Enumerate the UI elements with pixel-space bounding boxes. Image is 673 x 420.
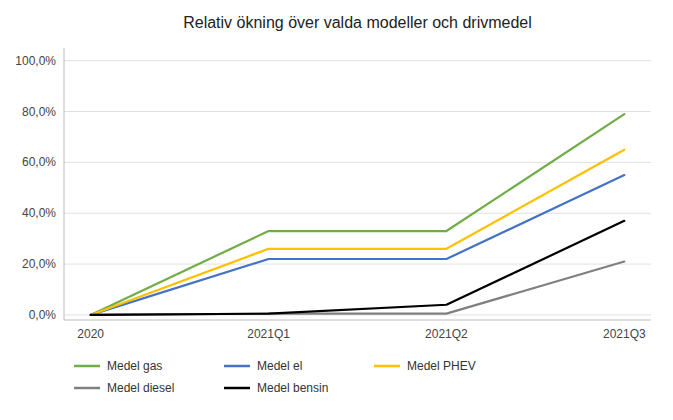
x-tick-label: 2021Q1 bbox=[247, 327, 290, 341]
legend-label: Medel el bbox=[257, 359, 302, 373]
grid-line bbox=[64, 162, 651, 163]
series-group bbox=[91, 114, 625, 315]
series-line bbox=[91, 262, 625, 315]
x-tick-label: 2021Q2 bbox=[425, 327, 468, 341]
series-line bbox=[91, 150, 625, 315]
y-tick-label: 20,0% bbox=[22, 257, 56, 271]
grid-line bbox=[64, 111, 651, 112]
grid bbox=[64, 61, 651, 315]
y-tick-label: 40,0% bbox=[22, 206, 56, 220]
series-line bbox=[91, 221, 625, 315]
grid-line bbox=[64, 213, 651, 214]
legend-swatch bbox=[74, 365, 100, 368]
chart: Relativ ökning över valda modeller och d… bbox=[0, 0, 673, 420]
y-tick-label: 80,0% bbox=[22, 105, 56, 119]
legend-swatch bbox=[224, 365, 250, 368]
y-tick-label: 0,0% bbox=[29, 308, 57, 322]
y-tick-label: 100,0% bbox=[15, 54, 56, 68]
legend-swatch bbox=[224, 387, 250, 390]
legend-label: Medel PHEV bbox=[407, 359, 476, 373]
y-axis-line bbox=[64, 48, 65, 320]
series-line bbox=[91, 114, 625, 315]
x-tick-label: 2020 bbox=[77, 327, 104, 341]
y-tick-label: 60,0% bbox=[22, 155, 56, 169]
legend-label: Medel bensin bbox=[257, 381, 328, 395]
legend-label: Medel diesel bbox=[107, 381, 174, 395]
grid-line bbox=[64, 264, 651, 265]
legend: Medel gas Medel el Medel PHEV Medel diesel M… bbox=[74, 359, 476, 395]
series-line bbox=[91, 175, 625, 315]
title: Relativ ökning över valda modeller och d… bbox=[183, 14, 532, 31]
grid-line bbox=[64, 60, 651, 61]
x-tick-label: 2021Q3 bbox=[603, 327, 646, 341]
legend-label: Medel gas bbox=[107, 359, 162, 373]
legend-swatch bbox=[74, 387, 100, 390]
x-axis-line bbox=[64, 320, 651, 321]
legend-swatch bbox=[374, 365, 400, 368]
